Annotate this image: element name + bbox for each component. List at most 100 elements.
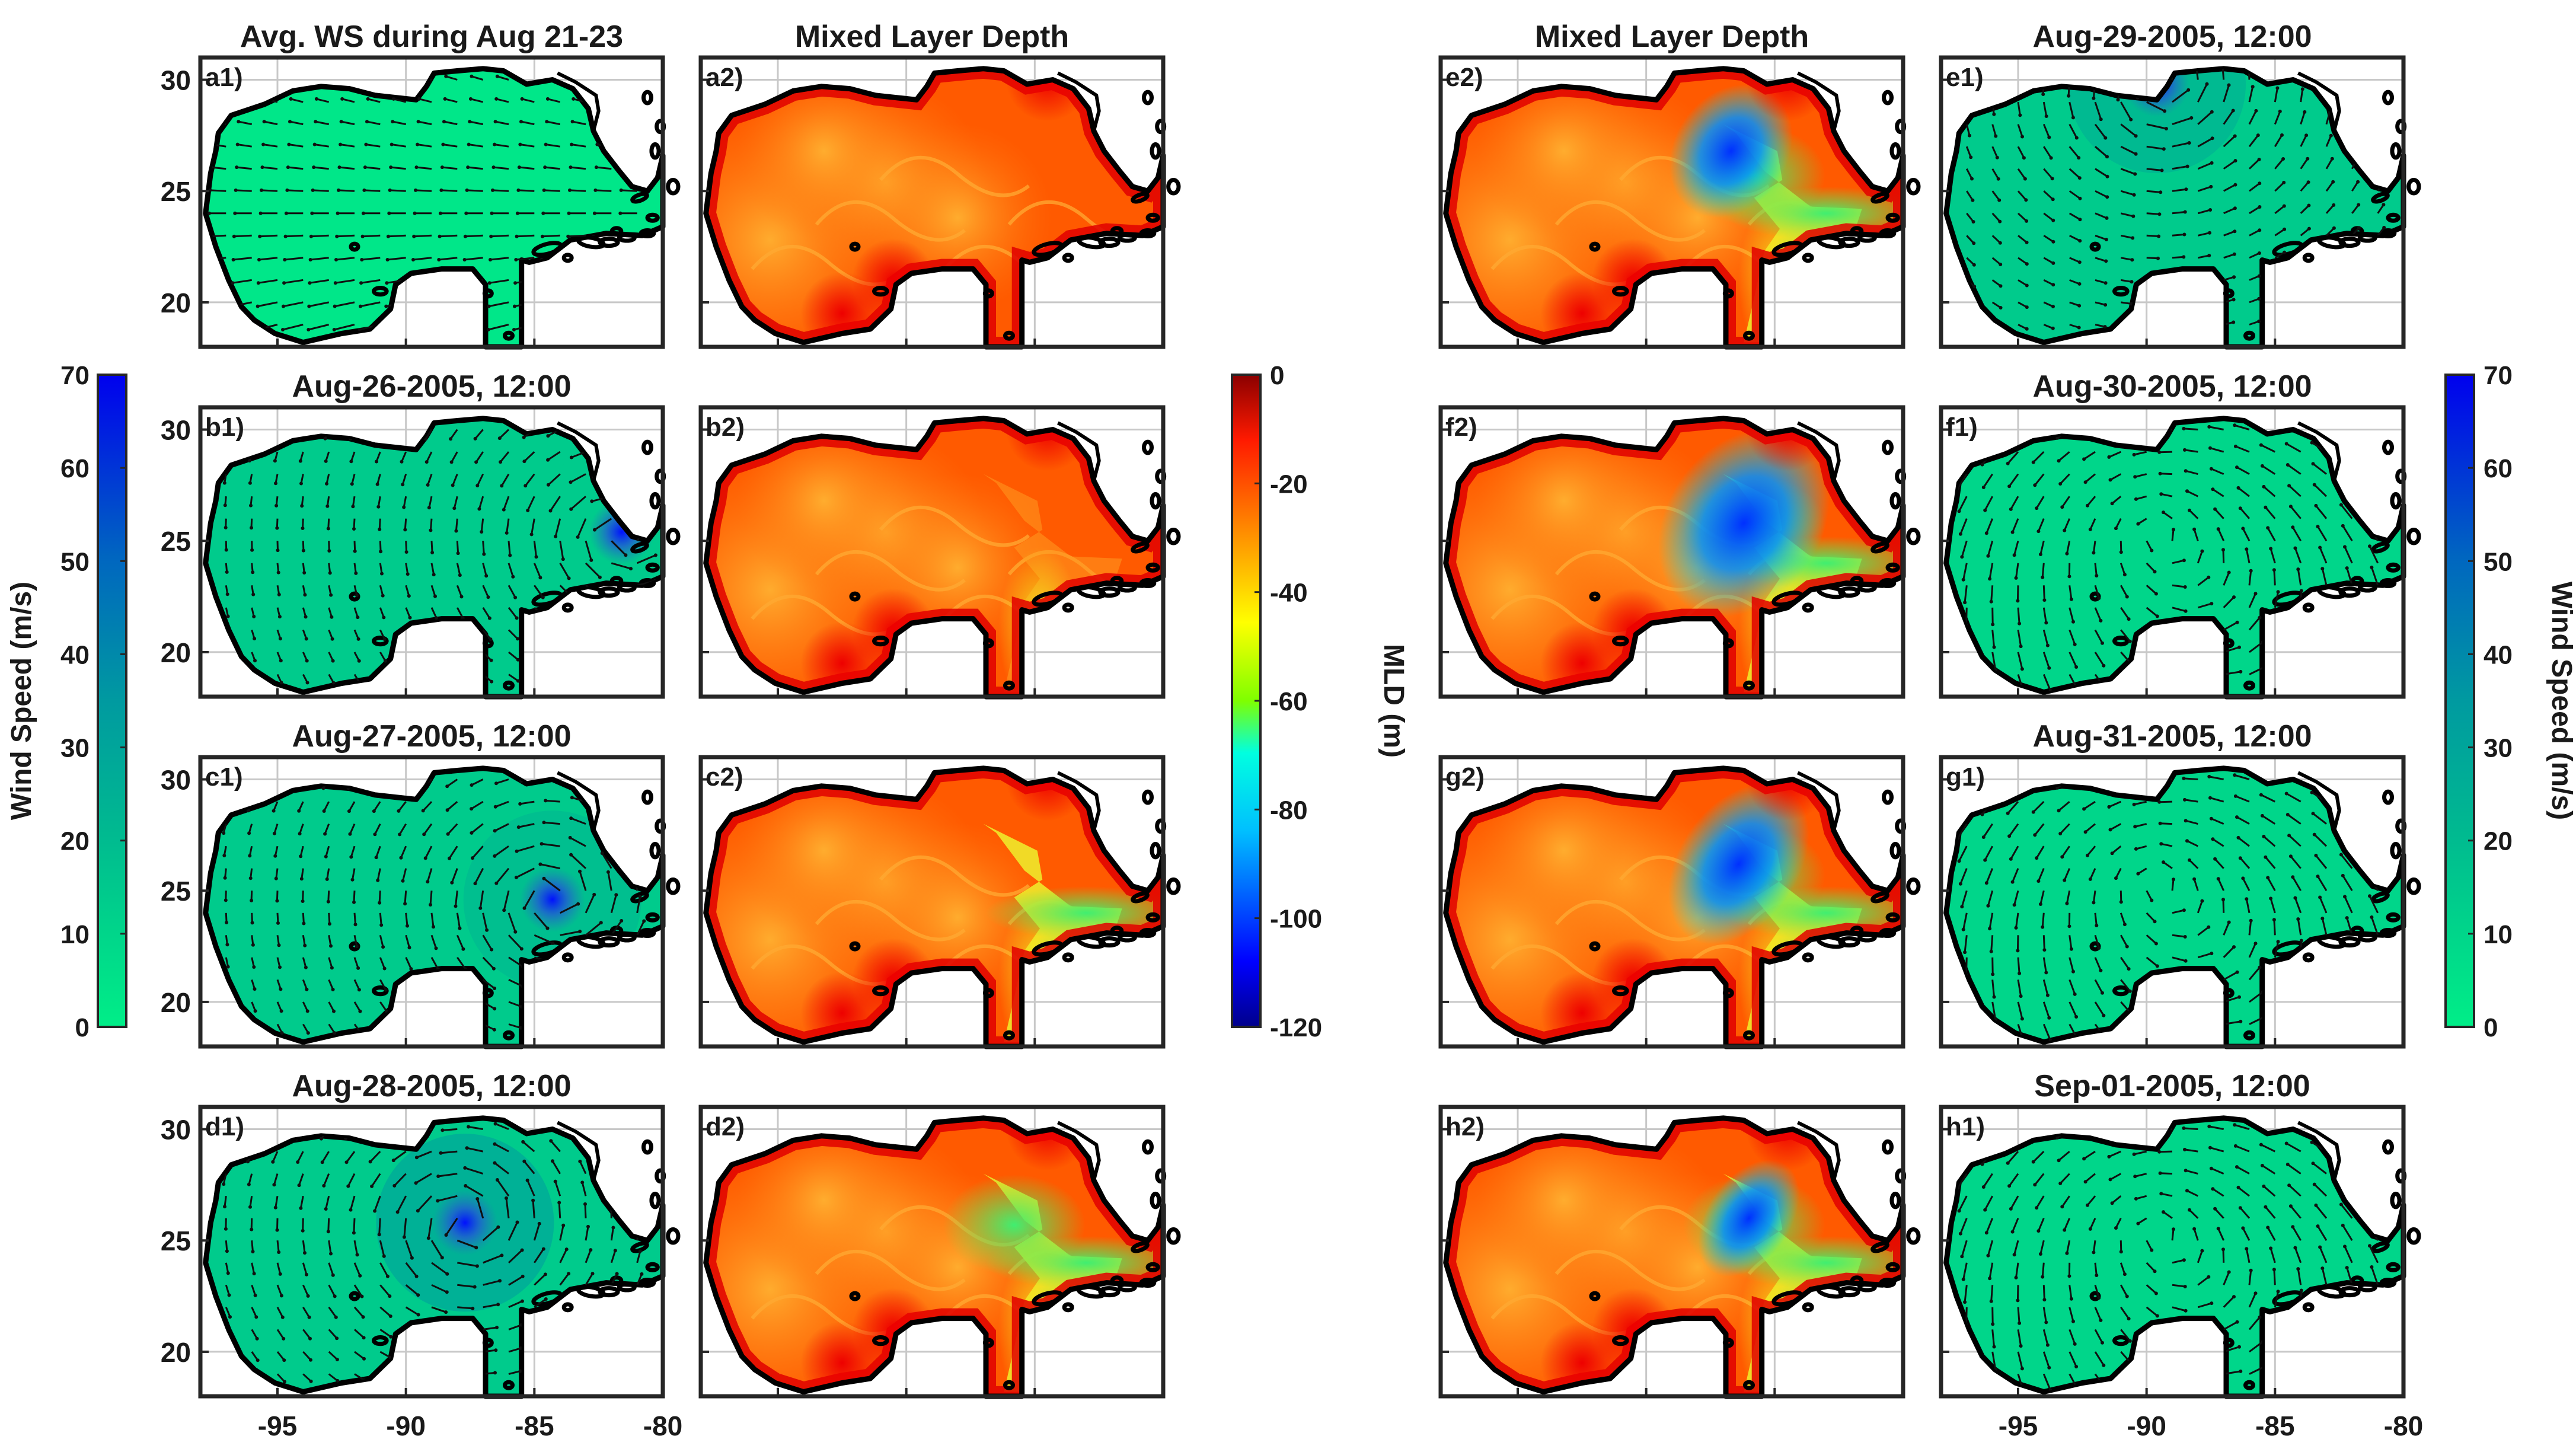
ocean-field xyxy=(706,1118,1163,1396)
panel-label: a1) xyxy=(205,63,243,92)
x-tick-label: -90 xyxy=(386,1410,425,1441)
panel-frame xyxy=(698,55,1166,349)
ocean-field xyxy=(205,768,663,1046)
colorbar-tick-label: -20 xyxy=(1270,470,1308,499)
colorbar-tick-label: 30 xyxy=(60,734,90,763)
panel-frame xyxy=(698,1105,1166,1399)
colorbar-tick-label: 10 xyxy=(60,920,90,949)
y-tick-label: 30 xyxy=(161,1115,191,1145)
panel-frame xyxy=(1438,1105,1905,1399)
panel-frame xyxy=(1939,1105,2406,1399)
x-tick-label: -85 xyxy=(515,1410,554,1441)
panel-label: d1) xyxy=(205,1112,244,1141)
colorbar-tick-label: 50 xyxy=(60,547,90,576)
colorbar-tick-label: 40 xyxy=(2484,640,2513,669)
panel-frame xyxy=(1939,405,2406,699)
panel-title: Mixed Layer Depth xyxy=(1535,20,1809,54)
wind-colorbar-left: 0 10 20 30 40 50 60 70 Wind Speed (m/s) xyxy=(6,361,127,1042)
panel-frame xyxy=(1438,55,1905,349)
mld-panel: a2) Mixed Layer Depth xyxy=(698,20,1181,350)
colorbar-tick-label: -120 xyxy=(1270,1013,1322,1042)
x-tick-label: -95 xyxy=(258,1410,297,1441)
x-tick-label: -80 xyxy=(643,1410,682,1441)
wind-panel: b1) Aug-26-2005, 12:00 20 25 30 xyxy=(161,369,681,700)
mld-panel: c2) xyxy=(698,755,1181,1049)
panel-label: h2) xyxy=(1445,1112,1485,1141)
panel-frame xyxy=(1438,405,1905,699)
mld-panel: b2) xyxy=(698,405,1181,700)
panel-label: d2) xyxy=(706,1112,745,1141)
panel-label: g1) xyxy=(1946,762,1985,792)
panel-label: c2) xyxy=(706,762,743,792)
ocean-field xyxy=(706,68,1163,347)
colorbar-tick-label: 0 xyxy=(75,1013,90,1042)
panel-title: Sep-01-2005, 12:00 xyxy=(2034,1069,2310,1103)
colorbar-tick-label: 20 xyxy=(2484,827,2513,856)
ocean-field xyxy=(1946,768,2403,1046)
colorbar-tick-label: -100 xyxy=(1270,905,1322,934)
wind-panel: d1) Aug-28-2005, 12:00 20 25 30 -95 -90 -85 -80 xyxy=(161,1069,682,1441)
panel-frame xyxy=(198,1105,665,1399)
panel-title: Aug-30-2005, 12:00 xyxy=(2032,369,2312,404)
x-tick-label: -85 xyxy=(2255,1410,2294,1441)
colorbar-tick-label: 60 xyxy=(60,454,90,483)
wind-panel: a1) Avg. WS during Aug 21-23 20 25 30 xyxy=(161,20,681,350)
ocean-field xyxy=(205,418,663,697)
mld-panel: h2) xyxy=(1438,1105,1921,1399)
panel-label: f2) xyxy=(1445,413,1477,442)
mld-panel: d2) xyxy=(698,1105,1181,1399)
panel-label: h1) xyxy=(1946,1112,1985,1141)
colorbar-tick-label: 60 xyxy=(2484,454,2513,483)
ocean-field xyxy=(1445,68,1903,347)
x-tick-label: -90 xyxy=(2127,1410,2166,1441)
panel-frame xyxy=(1939,755,2406,1049)
panel-frame xyxy=(198,405,665,699)
ocean-field xyxy=(205,1118,663,1396)
y-tick-label: 25 xyxy=(161,526,191,557)
ocean-field xyxy=(1946,1118,2403,1396)
panel-title: Aug-26-2005, 12:00 xyxy=(292,369,571,404)
mld-panel: f2) xyxy=(1438,405,1921,700)
panel-title: Aug-27-2005, 12:00 xyxy=(292,719,571,754)
y-tick-label: 20 xyxy=(161,637,191,668)
y-tick-label: 25 xyxy=(161,1226,191,1256)
panel-title: Mixed Layer Depth xyxy=(795,20,1069,54)
y-tick-label: 20 xyxy=(161,288,191,318)
colorbar-label: Wind Speed (m/s) xyxy=(6,582,37,820)
y-tick-label: 25 xyxy=(161,876,191,907)
colorbar-label: MLD (m) xyxy=(1378,644,1409,758)
panel-label: b1) xyxy=(205,413,244,442)
mld-panel: g2) xyxy=(1438,755,1921,1049)
panel-frame xyxy=(198,55,665,349)
colorbar-tick-label: -40 xyxy=(1270,579,1308,608)
panel-frame xyxy=(698,755,1166,1049)
colorbar-tick-label: 0 xyxy=(1270,361,1284,390)
wind-panel: f1) Aug-30-2005, 12:00 xyxy=(1939,369,2421,700)
panel-title: Aug-31-2005, 12:00 xyxy=(2032,719,2312,754)
panel-label: c1) xyxy=(205,762,243,792)
y-tick-label: 20 xyxy=(161,1337,191,1368)
panel-label: f1) xyxy=(1946,413,1978,442)
y-tick-label: 30 xyxy=(161,65,191,96)
panel-title: Aug-28-2005, 12:00 xyxy=(292,1069,571,1103)
ocean-field xyxy=(205,68,663,347)
panel-label: g2) xyxy=(1445,762,1485,792)
colorbar-tick-label: 30 xyxy=(2484,734,2513,763)
colorbar-tick-label: 70 xyxy=(2484,361,2513,390)
y-tick-label: 30 xyxy=(161,765,191,796)
panel-frame xyxy=(698,405,1166,699)
ocean-field xyxy=(1946,418,2403,697)
colorbar-tick-label: 70 xyxy=(60,361,90,390)
colorbar-tick-label: 40 xyxy=(60,640,90,669)
x-tick-label: -80 xyxy=(2384,1410,2423,1441)
panel-title: Aug-29-2005, 12:00 xyxy=(2032,20,2312,54)
panel-frame xyxy=(198,755,665,1049)
panel-label: b2) xyxy=(706,413,745,442)
colorbar-tick-label: -80 xyxy=(1270,796,1308,825)
x-tick-label: -95 xyxy=(1999,1410,2038,1441)
wind-colorbar-right: 0 10 20 30 40 50 60 70 Wind Speed (m/s) xyxy=(2444,361,2576,1042)
panel-label: e1) xyxy=(1946,63,1984,92)
y-tick-label: 25 xyxy=(161,176,191,207)
panel-label: a2) xyxy=(706,63,743,92)
y-tick-label: 20 xyxy=(161,987,191,1018)
